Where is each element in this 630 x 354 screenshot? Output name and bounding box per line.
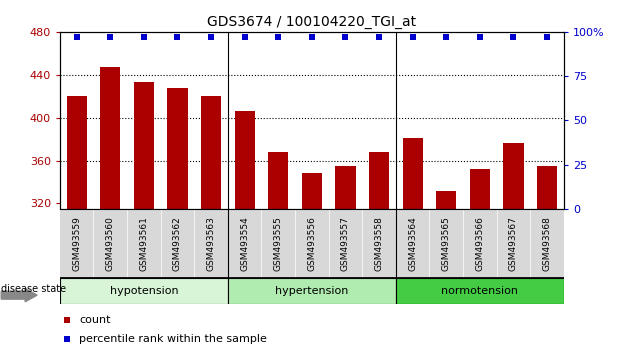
Bar: [403, 138, 423, 209]
Text: GSM493560: GSM493560: [106, 216, 115, 271]
Bar: [201, 96, 221, 209]
Bar: [234, 111, 255, 209]
Bar: [67, 96, 87, 209]
Bar: [503, 143, 524, 209]
Bar: [537, 166, 557, 209]
Bar: [134, 82, 154, 209]
Text: GSM493562: GSM493562: [173, 216, 182, 270]
Bar: [335, 166, 355, 209]
Bar: [168, 88, 188, 209]
Text: GSM493568: GSM493568: [542, 216, 551, 271]
Text: GSM493561: GSM493561: [139, 216, 148, 271]
Text: GSM493559: GSM493559: [72, 216, 81, 271]
Title: GDS3674 / 100104220_TGI_at: GDS3674 / 100104220_TGI_at: [207, 16, 416, 29]
Text: disease state: disease state: [1, 284, 66, 293]
Bar: [396, 278, 564, 304]
Text: GSM493565: GSM493565: [442, 216, 450, 271]
Bar: [436, 190, 456, 209]
Bar: [369, 152, 389, 209]
Text: GSM493557: GSM493557: [341, 216, 350, 271]
Text: GSM493567: GSM493567: [509, 216, 518, 271]
Text: GSM493554: GSM493554: [240, 216, 249, 270]
Text: normotension: normotension: [442, 286, 518, 296]
Text: GSM493563: GSM493563: [207, 216, 215, 271]
Text: GSM493558: GSM493558: [375, 216, 384, 271]
Text: hypertension: hypertension: [275, 286, 348, 296]
FancyArrow shape: [1, 289, 37, 302]
Text: count: count: [79, 315, 110, 325]
Text: GSM493564: GSM493564: [408, 216, 417, 270]
Text: GSM493556: GSM493556: [307, 216, 316, 271]
Text: hypotension: hypotension: [110, 286, 178, 296]
Bar: [268, 152, 289, 209]
Bar: [470, 169, 490, 209]
Bar: [302, 173, 322, 209]
Bar: [60, 278, 228, 304]
Bar: [228, 278, 396, 304]
Text: GSM493566: GSM493566: [476, 216, 484, 271]
Text: GSM493555: GSM493555: [274, 216, 283, 271]
Text: percentile rank within the sample: percentile rank within the sample: [79, 333, 267, 344]
Bar: [100, 67, 120, 209]
